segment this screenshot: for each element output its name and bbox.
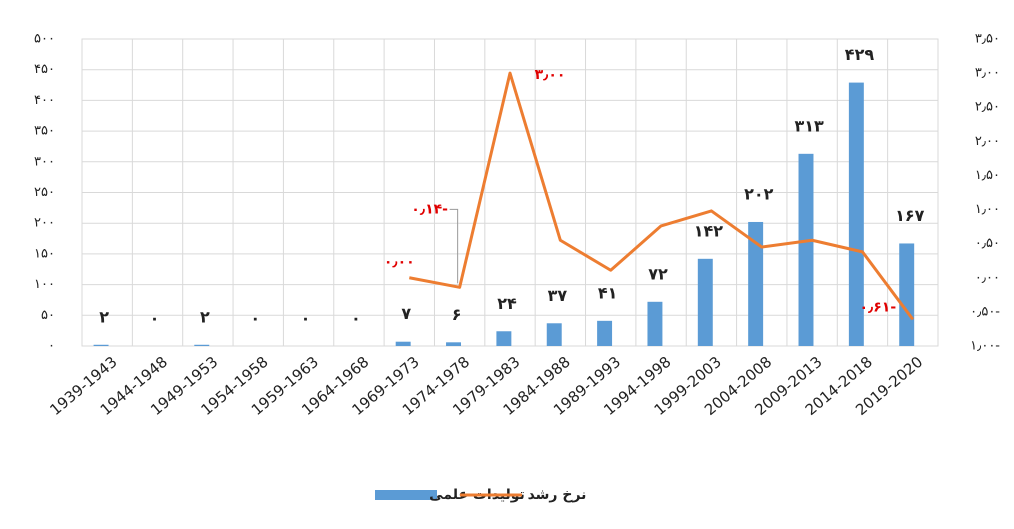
bar-value-label: ۰ [250,309,260,328]
line-value-label: ۳٫۰۰ [535,67,566,83]
bar-value-label: ۲ [200,307,210,326]
y-tick-label: ۲۵۰ [34,185,55,200]
bar [446,342,462,346]
legend-label: نرخ رشد [528,487,587,503]
bar-value-label: ۰ [150,309,160,328]
line [409,71,915,321]
y2-tick-label: ۳٫۰۰ [975,66,1000,81]
bar-value-label: ۴۱ [598,283,618,302]
bar [647,301,663,346]
bar-value-label: ۱۴۲ [694,221,724,240]
bar-value-label: ۰ [351,309,361,328]
y-tick-label: ۳۵۰ [34,124,55,139]
y2-tick-label: ۱٫۰۰ [975,202,1000,217]
y2-tick-label: ۰٫۰۰ [975,270,1000,285]
y2-tick-label: ۰٫۵۰ [975,236,1000,251]
bar [546,323,562,346]
leader-line [449,208,459,284]
bar [697,258,713,346]
y-tick-label: ۰ [48,339,55,354]
bar [597,320,613,346]
bar-value-label: ۱۶۷ [895,206,925,225]
legend-swatch [375,490,437,500]
y2-tick-label: ۳٫۵۰ [975,32,1000,47]
y-tick-label: ۵۰۰ [34,32,55,47]
bar-value-label: ۳۷ [548,286,568,305]
bar-value-label: ۲۰۲ [744,184,774,203]
y-tick-label: ۳۰۰ [34,154,55,169]
bar-value-label: ۷۲ [648,264,668,283]
y-tick-label: ۴۵۰ [34,62,55,77]
y2-tick-label: ۱٫۰۰- [970,339,1000,354]
y-tick-label: ۱۰۰ [34,277,55,292]
bar-value-label: ۷ [401,304,411,323]
line-value-label: ۰٫۶۱- [859,299,896,315]
y-tick-label: ۵۰ [41,308,55,323]
bar [395,341,411,346]
bar [194,344,210,346]
bar-value-label: ۶ [452,305,462,324]
y2-tick-label: ۲٫۵۰ [975,100,1000,115]
bar [93,344,109,346]
bar [848,82,864,347]
bar [496,331,512,346]
bar-value-label: ۳۱۳ [794,116,824,135]
line-value-label: ۰٫۱۴- [411,201,448,217]
y-tick-label: ۴۰۰ [34,93,55,108]
bar [798,153,814,346]
bar-value-label: ۲۴ [497,294,517,313]
y-tick-label: ۲۰۰ [34,216,55,231]
bar-value-label: ۲ [99,307,109,326]
bar [899,243,915,346]
bar-value-label: ۴۲۹ [845,45,875,64]
y2-tick-label: ۲٫۰۰ [975,134,1000,149]
y2-tick-label: ۰٫۵۰- [970,304,1000,319]
y2-tick-label: ۱٫۵۰ [975,168,1000,183]
bar-value-label: ۰ [301,309,311,328]
bar [748,221,764,346]
line-value-label: ۰٫۰۰ [384,254,415,270]
y-tick-label: ۱۵۰ [34,246,55,261]
